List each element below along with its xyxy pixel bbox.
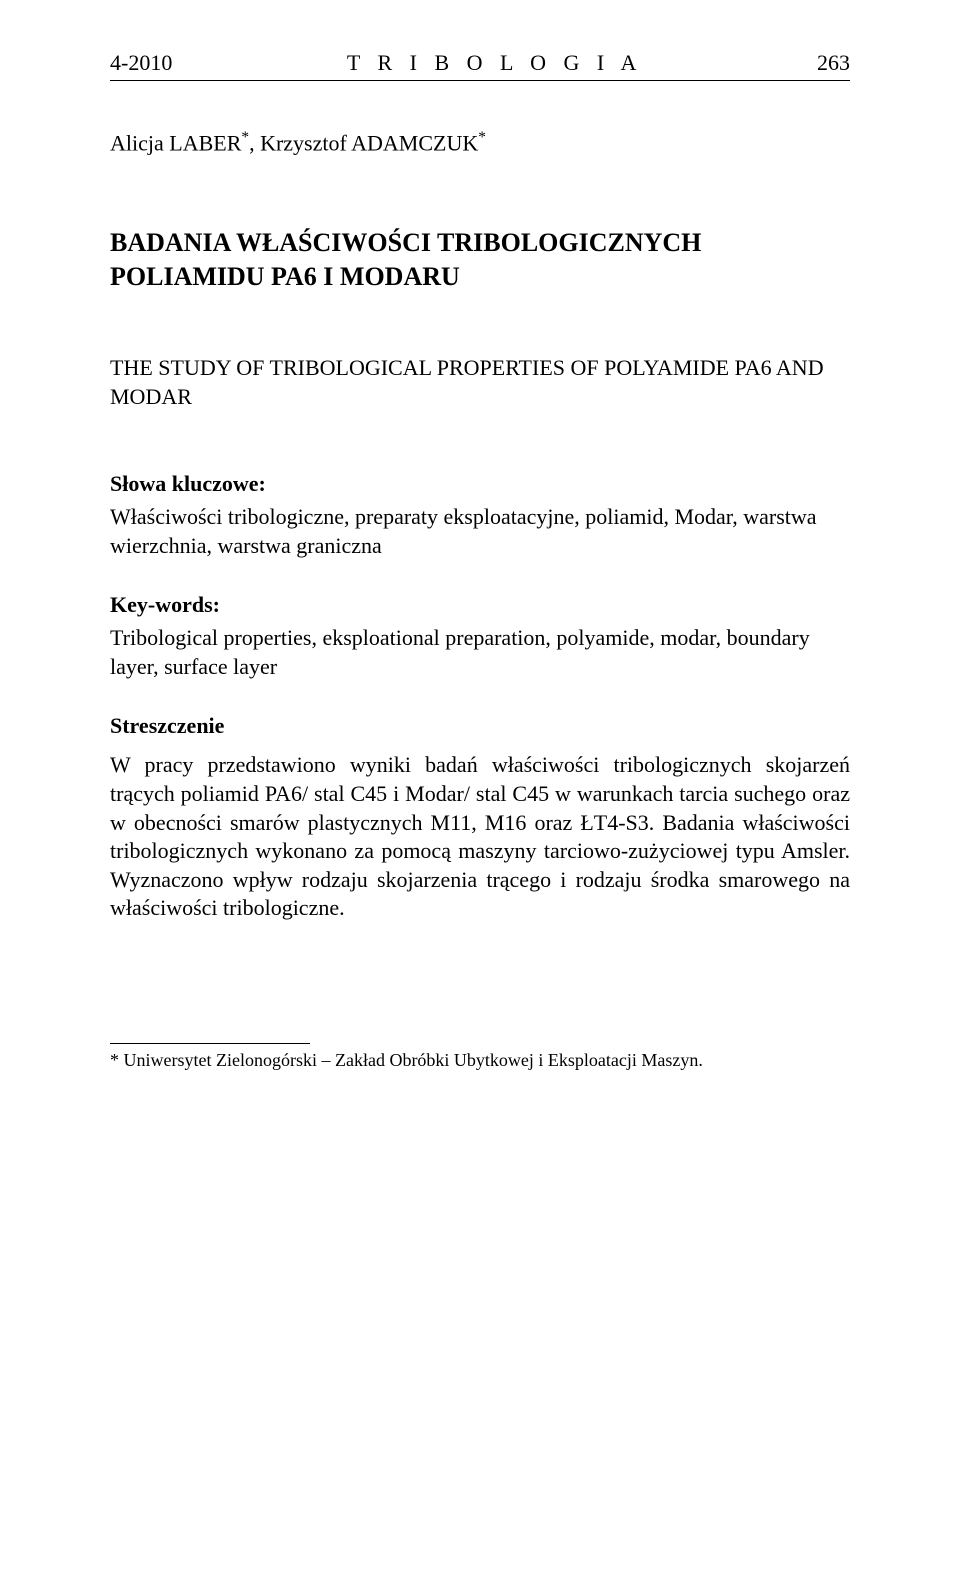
keywords-en-label: Key-words: bbox=[110, 592, 850, 618]
running-header: 4-2010 T R I B O L O G I A 263 bbox=[110, 50, 850, 81]
title-english: THE STUDY OF TRIBOLOGICAL PROPERTIES OF … bbox=[110, 354, 850, 411]
page-container: 4-2010 T R I B O L O G I A 263 Alicja LA… bbox=[0, 0, 960, 1111]
keywords-pl-text: Właściwości tribologiczne, preparaty eks… bbox=[110, 503, 850, 560]
keywords-en-text: Tribological properties, eksploational p… bbox=[110, 624, 850, 681]
header-issue: 4-2010 bbox=[110, 50, 172, 76]
abstract-text: W pracy przedstawiono wyniki badań właśc… bbox=[110, 751, 850, 923]
authors-line: Alicja LABER*, Krzysztof ADAMCZUK* bbox=[110, 129, 850, 156]
footnote-rule bbox=[110, 1043, 310, 1044]
title-polish: BADANIA WŁAŚCIWOŚCI TRIBOLOGICZNYCH POLI… bbox=[110, 226, 850, 294]
header-page-number: 263 bbox=[817, 50, 850, 76]
keywords-pl-label: Słowa kluczowe: bbox=[110, 471, 850, 497]
footnote-text: * Uniwersytet Zielonogórski – Zakład Obr… bbox=[110, 1050, 850, 1071]
header-journal: T R I B O L O G I A bbox=[347, 50, 643, 76]
abstract-label: Streszczenie bbox=[110, 713, 850, 739]
